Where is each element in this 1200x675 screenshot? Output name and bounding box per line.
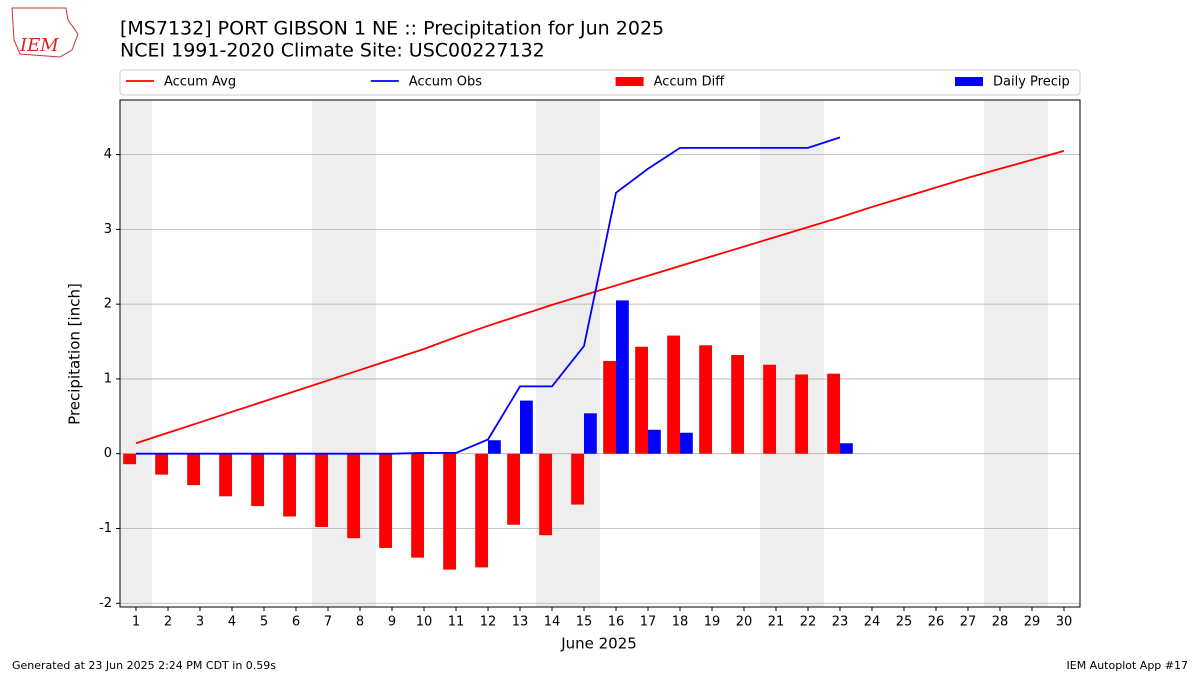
- legend-swatch: [615, 77, 644, 86]
- x-tick-label: 11: [448, 615, 465, 630]
- bar: [443, 453, 456, 570]
- x-tick-label: 9: [388, 615, 396, 630]
- chart-subtitle: NCEI 1991-2020 Climate Site: USC00227132: [120, 40, 545, 62]
- x-tick-label: 7: [324, 615, 332, 630]
- legend-box: [119, 69, 1081, 96]
- bar: [635, 346, 648, 454]
- y-tick-label: -1: [99, 521, 112, 536]
- x-tick-label: 24: [864, 615, 881, 630]
- x-tick-label: 10: [416, 615, 433, 630]
- bar: [347, 453, 360, 539]
- bar: [571, 453, 584, 505]
- x-tick-label: 13: [512, 615, 529, 630]
- y-tick-label: 4: [104, 147, 112, 162]
- bar: [699, 345, 712, 454]
- y-tick-label: 0: [104, 446, 112, 461]
- x-tick-label: 23: [832, 615, 849, 630]
- legend-label: Accum Obs: [409, 75, 482, 90]
- weekend-shade: [984, 100, 1048, 607]
- bar: [827, 373, 840, 454]
- y-axis-label: Precipitation [inch]: [66, 283, 84, 425]
- x-axis-label: June 2025: [560, 635, 637, 653]
- footer-right: IEM Autoplot App #17: [1067, 659, 1189, 672]
- bar: [520, 400, 533, 454]
- bar: [411, 453, 424, 558]
- x-tick-label: 6: [292, 615, 300, 630]
- legend-label: Daily Precip: [993, 75, 1070, 90]
- x-tick-label: 4: [228, 615, 236, 630]
- bar: [123, 453, 136, 465]
- bar: [379, 453, 392, 548]
- legend-swatch: [955, 77, 983, 86]
- x-tick-label: 26: [928, 615, 945, 630]
- x-tick-label: 22: [800, 615, 817, 630]
- bar: [251, 453, 264, 507]
- x-tick-label: 21: [768, 615, 785, 630]
- bar: [731, 354, 744, 454]
- x-tick-label: 17: [640, 615, 657, 630]
- logo-outline: [11, 7, 79, 58]
- line: [136, 136, 841, 455]
- logo-text: IEM: [19, 35, 59, 56]
- bar: [315, 453, 328, 527]
- line: [135, 149, 1065, 445]
- bar: [475, 453, 488, 568]
- x-tick-label: 19: [704, 615, 721, 630]
- bar: [680, 432, 693, 454]
- x-tick-label: 8: [356, 615, 364, 630]
- bar: [616, 300, 629, 454]
- x-tick-label: 12: [480, 615, 497, 630]
- logo: IEM: [11, 7, 79, 58]
- x-tick-label: 1: [132, 615, 140, 630]
- bar: [539, 453, 552, 536]
- x-tick-label: 20: [736, 615, 753, 630]
- x-tick-label: 27: [960, 615, 977, 630]
- bar: [584, 413, 597, 454]
- bar: [155, 453, 168, 475]
- x-tick-label: 28: [992, 615, 1009, 630]
- y-tick-label: 1: [104, 371, 112, 386]
- x-tick-label: 2: [164, 615, 172, 630]
- bar: [488, 440, 501, 454]
- bar: [763, 364, 776, 454]
- x-tick-label: 16: [608, 615, 625, 630]
- x-tick-label: 5: [260, 615, 268, 630]
- x-tick-label: 14: [544, 615, 561, 630]
- x-tick-label: 29: [1024, 615, 1041, 630]
- bar: [795, 374, 808, 454]
- x-tick-label: 18: [672, 615, 689, 630]
- chart-title: [MS7132] PORT GIBSON 1 NE :: Precipitati…: [120, 18, 664, 40]
- legend-label: Accum Diff: [654, 75, 726, 90]
- y-tick-label: 2: [104, 297, 112, 312]
- x-tick-label: 15: [576, 615, 593, 630]
- bar: [667, 335, 680, 454]
- bar: [507, 453, 520, 525]
- weekend-shade: [120, 100, 152, 607]
- footer-left: Generated at 23 Jun 2025 2:24 PM CDT in …: [12, 659, 276, 672]
- bar: [603, 360, 616, 454]
- plot-frame: [119, 99, 1081, 608]
- bar: [219, 453, 232, 497]
- bar: [187, 453, 200, 486]
- bar: [648, 429, 661, 454]
- y-tick-label: 3: [104, 222, 112, 237]
- legend-label: Accum Avg: [164, 75, 236, 90]
- bar: [840, 443, 853, 454]
- y-tick-label: -2: [99, 596, 112, 611]
- weekend-shade: [760, 100, 824, 607]
- x-tick-label: 25: [896, 615, 913, 630]
- x-tick-label: 30: [1056, 615, 1073, 630]
- x-tick-label: 3: [196, 615, 204, 630]
- bar: [283, 453, 296, 517]
- weekend-shade: [312, 100, 376, 607]
